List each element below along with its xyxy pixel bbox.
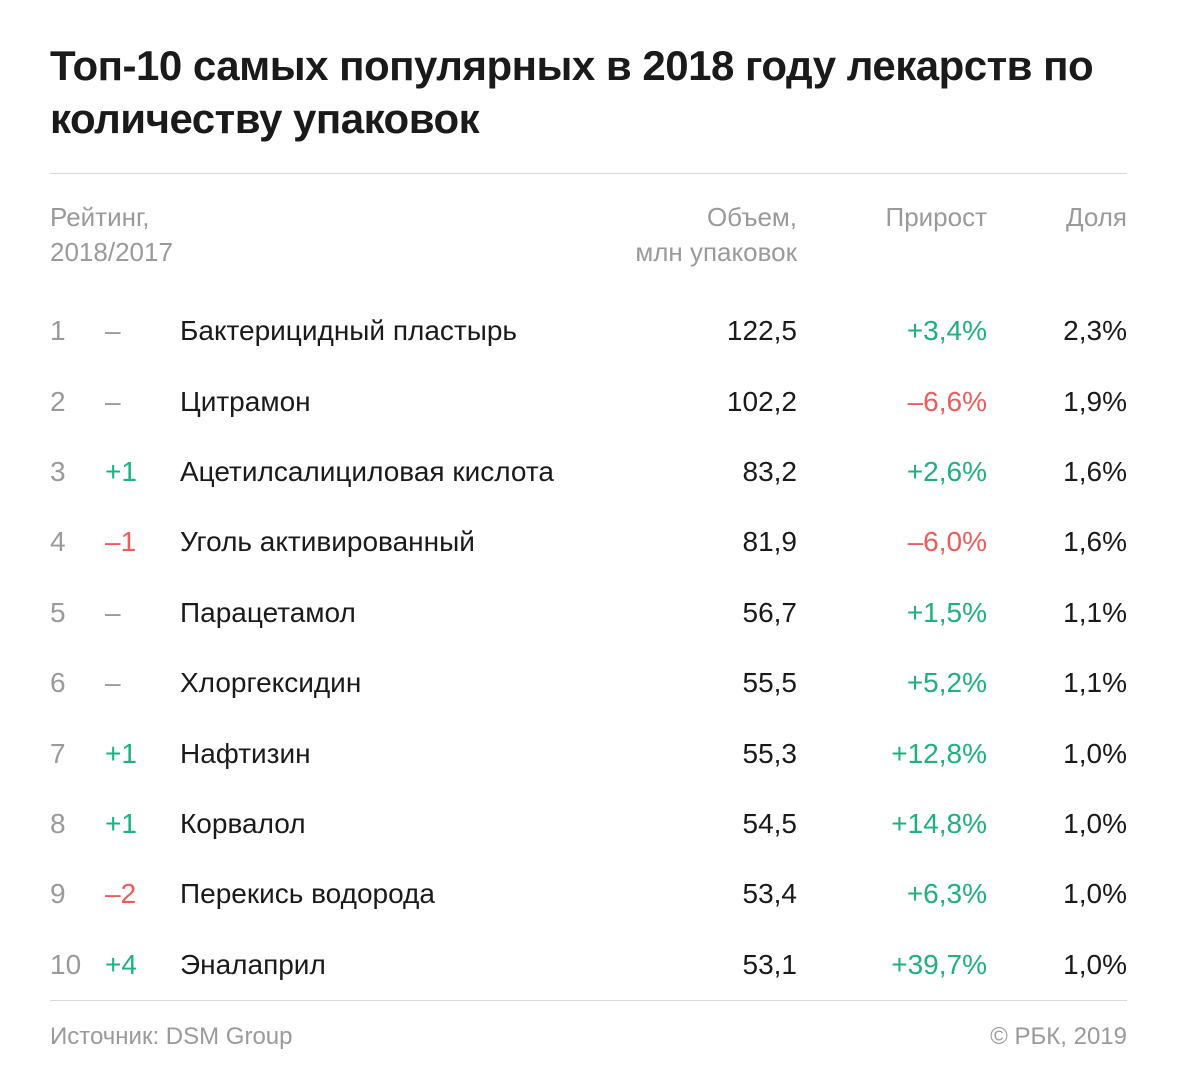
cell-change: +4 [105, 930, 180, 1000]
cell-growth: +6,3% [797, 859, 987, 929]
cell-growth: +5,2% [797, 648, 987, 718]
cell-name: Перекись водорода [180, 859, 597, 929]
cell-rank: 9 [50, 859, 105, 929]
cell-volume: 56,7 [597, 578, 797, 648]
cell-change: – [105, 648, 180, 718]
cell-change: –1 [105, 507, 180, 577]
cell-share: 1,1% [987, 578, 1127, 648]
table-row: 9–2Перекись водорода53,4+6,3%1,0% [50, 859, 1127, 929]
cell-change: – [105, 296, 180, 366]
cell-growth: +12,8% [797, 719, 987, 789]
cell-name: Нафтизин [180, 719, 597, 789]
cell-share: 1,0% [987, 719, 1127, 789]
cell-share: 1,9% [987, 367, 1127, 437]
cell-share: 1,0% [987, 789, 1127, 859]
cell-change: +1 [105, 789, 180, 859]
table-row: 3+1Ацетилсалициловая кислота83,2+2,6%1,6… [50, 437, 1127, 507]
cell-name: Эналаприл [180, 930, 597, 1000]
cell-rank: 5 [50, 578, 105, 648]
cell-share: 1,0% [987, 930, 1127, 1000]
cell-share: 1,6% [987, 437, 1127, 507]
table-body: 1–Бактерицидный пластырь122,5+3,4%2,3%2–… [50, 296, 1127, 1000]
table-row: 5–Парацетамол56,7+1,5%1,1% [50, 578, 1127, 648]
col-header-share: Доля [987, 174, 1127, 296]
cell-growth: +2,6% [797, 437, 987, 507]
cell-rank: 6 [50, 648, 105, 718]
cell-share: 1,1% [987, 648, 1127, 718]
table-row: 7+1Нафтизин55,3+12,8%1,0% [50, 719, 1127, 789]
cell-volume: 54,5 [597, 789, 797, 859]
col-header-rank: Рейтинг,2018/2017 [50, 174, 180, 296]
cell-growth: –6,0% [797, 507, 987, 577]
cell-change: – [105, 578, 180, 648]
cell-share: 2,3% [987, 296, 1127, 366]
cell-volume: 53,4 [597, 859, 797, 929]
cell-name: Цитрамон [180, 367, 597, 437]
cell-name: Ацетилсалициловая кислота [180, 437, 597, 507]
cell-volume: 81,9 [597, 507, 797, 577]
cell-share: 1,0% [987, 859, 1127, 929]
cell-name: Корвалол [180, 789, 597, 859]
cell-rank: 7 [50, 719, 105, 789]
col-header-name [180, 174, 597, 296]
data-table: Рейтинг,2018/2017 Объем,млн упаковок При… [50, 174, 1127, 1000]
footer: Источник: DSM Group © РБК, 2019 [50, 1001, 1127, 1051]
cell-name: Бактерицидный пластырь [180, 296, 597, 366]
cell-rank: 2 [50, 367, 105, 437]
table-row: 2–Цитрамон102,2–6,6%1,9% [50, 367, 1127, 437]
cell-growth: +1,5% [797, 578, 987, 648]
table-header-row: Рейтинг,2018/2017 Объем,млн упаковок При… [50, 174, 1127, 296]
cell-name: Уголь активированный [180, 507, 597, 577]
cell-volume: 55,3 [597, 719, 797, 789]
table-row: 6–Хлоргексидин55,5+5,2%1,1% [50, 648, 1127, 718]
cell-growth: +39,7% [797, 930, 987, 1000]
table-row: 10+4Эналаприл53,1+39,7%1,0% [50, 930, 1127, 1000]
cell-rank: 8 [50, 789, 105, 859]
col-header-growth: Прирост [797, 174, 987, 296]
cell-name: Хлоргексидин [180, 648, 597, 718]
cell-change: +1 [105, 719, 180, 789]
cell-volume: 55,5 [597, 648, 797, 718]
cell-growth: –6,6% [797, 367, 987, 437]
cell-rank: 1 [50, 296, 105, 366]
cell-volume: 102,2 [597, 367, 797, 437]
cell-change: –2 [105, 859, 180, 929]
cell-growth: +14,8% [797, 789, 987, 859]
cell-volume: 83,2 [597, 437, 797, 507]
footer-source: Источник: DSM Group [50, 1023, 293, 1051]
table-row: 4–1Уголь активированный81,9–6,0%1,6% [50, 507, 1127, 577]
cell-growth: +3,4% [797, 296, 987, 366]
cell-rank: 3 [50, 437, 105, 507]
table-row: 1–Бактерицидный пластырь122,5+3,4%2,3% [50, 296, 1127, 366]
cell-name: Парацетамол [180, 578, 597, 648]
col-header-volume: Объем,млн упаковок [597, 174, 797, 296]
cell-volume: 53,1 [597, 930, 797, 1000]
page-title: Топ-10 самых популярных в 2018 году лека… [50, 40, 1127, 145]
cell-change: – [105, 367, 180, 437]
cell-rank: 4 [50, 507, 105, 577]
footer-copyright: © РБК, 2019 [990, 1023, 1127, 1051]
cell-share: 1,6% [987, 507, 1127, 577]
table-row: 8+1Корвалол54,5+14,8%1,0% [50, 789, 1127, 859]
cell-volume: 122,5 [597, 296, 797, 366]
cell-rank: 10 [50, 930, 105, 1000]
cell-change: +1 [105, 437, 180, 507]
